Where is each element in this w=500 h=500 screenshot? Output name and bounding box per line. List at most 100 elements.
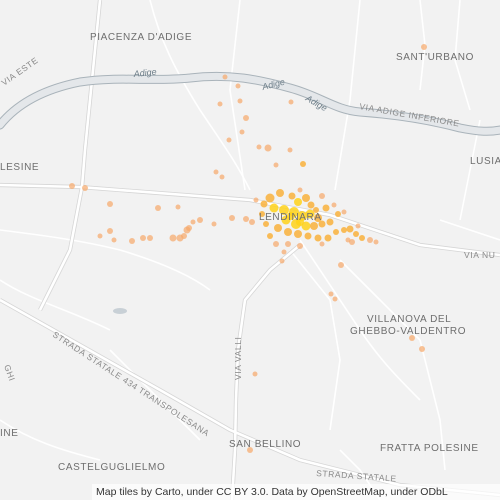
density-point — [294, 198, 302, 206]
density-point — [314, 234, 322, 242]
density-point — [284, 228, 292, 236]
density-point — [288, 192, 296, 200]
small-lake — [113, 308, 127, 314]
density-point — [243, 115, 249, 121]
density-point — [274, 224, 282, 232]
density-point — [285, 241, 291, 247]
density-point — [341, 209, 347, 215]
density-point — [197, 217, 203, 223]
label-adige-river-1: Adige — [132, 67, 157, 79]
density-point — [345, 237, 351, 243]
density-point — [249, 219, 255, 225]
density-point — [129, 238, 135, 244]
density-point — [307, 201, 315, 209]
density-point — [276, 189, 284, 197]
label-via-valli: VIA VALLI — [233, 336, 243, 380]
density-point — [181, 233, 187, 239]
density-point — [326, 218, 334, 226]
density-point — [217, 101, 223, 107]
density-point — [252, 371, 258, 377]
density-point — [169, 234, 177, 242]
density-point — [322, 204, 330, 212]
density-point — [155, 205, 161, 211]
label-san-bellino: SAN BELLINO — [229, 439, 301, 450]
label-fratta-polesine: FRATTA POLESINE — [380, 443, 479, 454]
density-point — [297, 187, 303, 193]
density-point — [273, 241, 279, 247]
density-point — [273, 162, 279, 168]
density-point — [107, 228, 113, 234]
density-point — [287, 147, 293, 153]
density-point — [305, 209, 315, 219]
map-attribution: Map tiles by Carto, under CC BY 3.0. Dat… — [92, 484, 500, 500]
density-point — [373, 239, 379, 245]
density-point — [341, 227, 347, 233]
density-point — [287, 212, 295, 220]
label-villanova-line2: GHEBBO-VALDENTRO — [350, 326, 466, 337]
density-point — [324, 234, 332, 242]
label-castelguglielmo: CASTELGUGLIELMO — [58, 462, 165, 473]
density-point — [319, 241, 325, 247]
label-villanova-line1: VILLANOVA DEL — [367, 314, 451, 325]
density-point — [279, 258, 285, 264]
density-point — [175, 204, 181, 210]
density-point — [147, 235, 153, 241]
river-adige — [0, 71, 500, 136]
density-point — [281, 249, 287, 255]
density-point — [211, 221, 217, 227]
density-point — [213, 169, 219, 175]
density-point — [353, 231, 359, 237]
density-point — [235, 83, 241, 89]
density-point — [409, 335, 415, 341]
density-point — [338, 262, 344, 268]
density-point — [367, 237, 373, 243]
density-point — [264, 144, 272, 152]
density-point — [304, 232, 312, 240]
density-point — [97, 233, 103, 239]
density-point — [219, 174, 225, 180]
density-point — [267, 233, 273, 239]
density-point — [332, 296, 338, 302]
density-point — [263, 221, 269, 227]
density-point — [247, 447, 253, 453]
density-point — [111, 237, 117, 243]
density-point — [243, 216, 249, 222]
label-lusia: LUSIA — [470, 156, 500, 167]
density-point — [222, 74, 228, 80]
label-piacenza-d-adige: PIACENZA D'ADIGE — [90, 32, 192, 43]
label-lendinara: LENDINARA — [259, 212, 322, 223]
density-point — [331, 202, 337, 208]
density-point — [69, 183, 75, 189]
density-point — [359, 235, 365, 241]
density-point — [300, 161, 306, 167]
density-point — [259, 211, 265, 217]
density-point — [296, 218, 304, 226]
density-point — [297, 243, 303, 249]
density-point — [82, 185, 88, 191]
density-point — [421, 44, 427, 50]
density-point — [318, 220, 326, 228]
density-point — [265, 193, 275, 203]
label-ine: INE — [0, 428, 18, 439]
density-point — [333, 229, 339, 235]
density-point — [313, 207, 319, 213]
density-point — [355, 223, 361, 229]
density-point — [269, 203, 279, 213]
density-point — [319, 193, 325, 199]
density-point — [314, 214, 322, 222]
density-point — [302, 194, 310, 202]
density-point — [229, 215, 235, 221]
density-point — [256, 144, 262, 150]
density-point — [294, 230, 302, 238]
density-point — [226, 137, 232, 143]
density-point — [335, 211, 341, 217]
density-point — [288, 99, 294, 105]
density-point — [107, 201, 113, 207]
density-point — [279, 205, 289, 215]
label-sant-urbano: SANT'URBANO — [396, 52, 474, 63]
density-point — [237, 98, 243, 104]
density-point — [301, 221, 311, 231]
density-point — [239, 129, 245, 135]
